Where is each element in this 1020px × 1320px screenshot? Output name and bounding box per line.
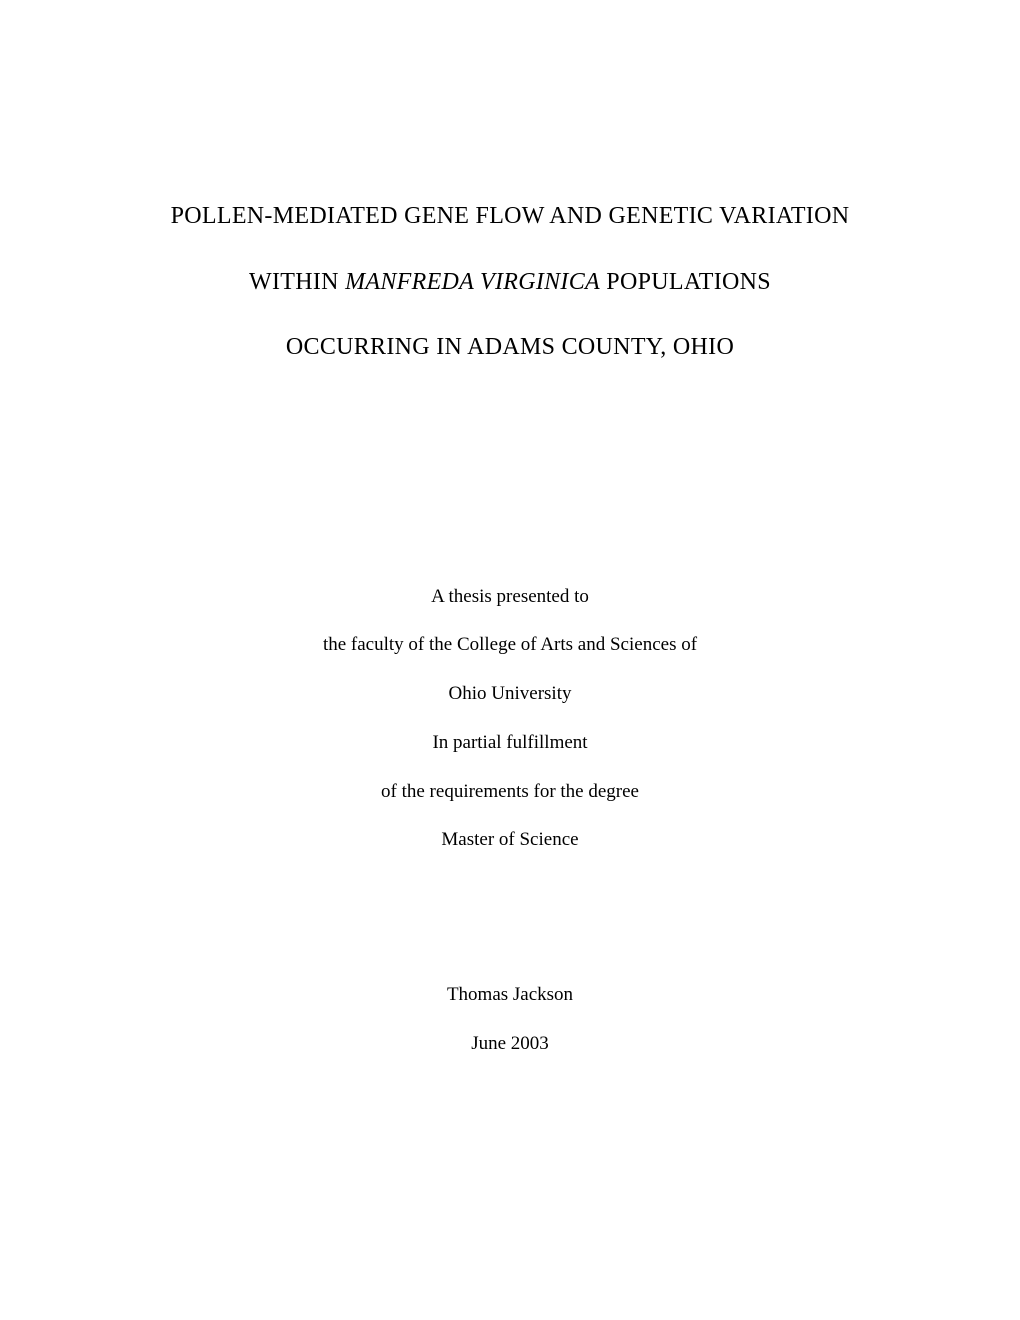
- title-line-2-suffix: POPULATIONS: [600, 269, 771, 295]
- requirements-line: of the requirements for the degree: [120, 780, 900, 805]
- thesis-title-page: POLLEN-MEDIATED GENE FLOW AND GENETIC VA…: [0, 0, 1020, 1320]
- presented-to: A thesis presented to: [120, 585, 900, 610]
- title-block: POLLEN-MEDIATED GENE FLOW AND GENETIC VA…: [120, 200, 900, 365]
- title-line-2-prefix: WITHIN: [249, 269, 345, 295]
- title-line-2: WITHIN MANFREDA VIRGINICA POPULATIONS: [120, 266, 900, 300]
- title-line-2-italic: MANFREDA VIRGINICA: [345, 269, 600, 295]
- presentation-block: A thesis presented to the faculty of the…: [120, 585, 900, 853]
- title-line-1: POLLEN-MEDIATED GENE FLOW AND GENETIC VA…: [120, 200, 900, 234]
- title-line-3: OCCURRING IN ADAMS COUNTY, OHIO: [120, 331, 900, 365]
- degree-line: Master of Science: [120, 828, 900, 853]
- thesis-date: June 2003: [120, 1032, 900, 1057]
- author-name: Thomas Jackson: [120, 983, 900, 1008]
- university-line: Ohio University: [120, 682, 900, 707]
- faculty-line: the faculty of the College of Arts and S…: [120, 633, 900, 658]
- author-block: Thomas Jackson June 2003: [120, 983, 900, 1056]
- fulfillment-line: In partial fulfillment: [120, 731, 900, 756]
